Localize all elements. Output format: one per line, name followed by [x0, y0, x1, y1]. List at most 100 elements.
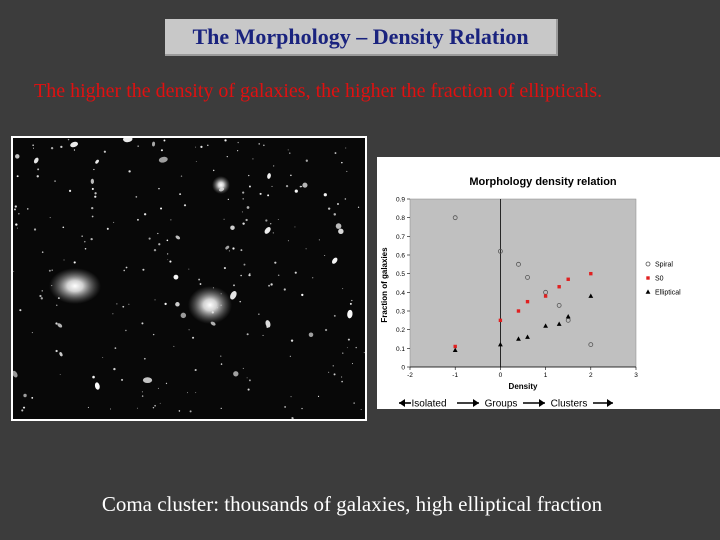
star: [194, 368, 197, 372]
star: [187, 392, 189, 394]
star: [195, 146, 197, 148]
star: [103, 150, 106, 153]
data-point-spiral: [498, 248, 503, 254]
star: [242, 198, 244, 200]
data-point-elliptical: [516, 336, 521, 341]
data-point-spiral: [516, 261, 521, 267]
star: [242, 367, 244, 369]
star: [36, 175, 39, 178]
star: [351, 299, 353, 302]
star: [63, 259, 65, 261]
star: [125, 329, 127, 332]
galaxy: [90, 178, 95, 184]
star: [179, 193, 182, 196]
star: [123, 269, 125, 272]
star: [241, 211, 243, 213]
star: [294, 271, 297, 274]
series-s0: [453, 271, 593, 349]
star: [13, 270, 15, 272]
legend-label-elliptical: Elliptical: [655, 290, 681, 297]
star: [230, 225, 235, 230]
galaxy: [225, 245, 230, 250]
star: [273, 165, 275, 167]
star: [342, 352, 344, 354]
star: [94, 192, 97, 195]
star: [290, 174, 292, 177]
star: [195, 392, 197, 394]
y-tick-label: 0.7: [396, 234, 405, 241]
star: [333, 213, 337, 216]
star: [113, 367, 116, 371]
star: [338, 228, 344, 235]
star: [317, 395, 320, 397]
star: [59, 373, 61, 375]
star: [18, 213, 20, 215]
galaxy: [33, 157, 39, 164]
star: [240, 274, 242, 277]
star: [114, 347, 117, 350]
y-tick-label: 0.5: [396, 271, 405, 278]
star: [336, 203, 339, 206]
star: [160, 207, 163, 210]
chart-title: Morphology density relation: [469, 176, 617, 188]
star: [141, 391, 144, 393]
star: [233, 371, 239, 377]
data-point-elliptical: [588, 293, 594, 298]
star: [48, 269, 51, 272]
star: [87, 406, 89, 409]
star: [302, 182, 308, 188]
star: [347, 338, 350, 341]
x-tick-label: 3: [634, 372, 638, 379]
star: [248, 185, 251, 188]
data-point-elliptical: [556, 321, 562, 326]
star: [270, 283, 273, 286]
slide-subtitle: The higher the density of galaxies, the …: [34, 80, 603, 102]
arrow-isolated-groups-head: [473, 399, 479, 407]
star: [247, 388, 250, 391]
star: [301, 407, 303, 410]
galaxy: [59, 352, 63, 357]
star: [165, 382, 168, 385]
x-ticks: -2 -1 0 1 2 3: [407, 367, 638, 379]
axes: [410, 199, 636, 368]
arrow-groups-clusters-head: [539, 399, 545, 407]
star: [258, 143, 260, 145]
data-marks: [452, 215, 594, 352]
star: [240, 249, 243, 252]
star: [14, 208, 16, 211]
star: [109, 408, 111, 410]
star: [50, 146, 54, 150]
galaxy: [95, 159, 99, 164]
star: [116, 303, 118, 305]
star: [62, 226, 65, 229]
star: [267, 194, 270, 197]
star: [270, 223, 272, 225]
star: [195, 161, 197, 163]
star: [344, 198, 347, 200]
star: [283, 288, 286, 291]
star: [84, 247, 87, 250]
star: [106, 227, 109, 230]
star: [284, 406, 287, 408]
legend-marker-elliptical: [645, 289, 651, 294]
star: [51, 269, 53, 271]
star: [351, 363, 354, 365]
star: [223, 218, 225, 220]
star: [32, 147, 35, 149]
star: [212, 169, 215, 172]
data-point-s0: [453, 344, 457, 349]
star: [152, 406, 155, 409]
galaxy: [94, 382, 100, 390]
star: [23, 393, 27, 398]
star: [220, 363, 223, 365]
star: [112, 313, 114, 315]
star: [81, 235, 83, 237]
giant-galaxy-ngc4889: [49, 268, 101, 304]
star: [143, 357, 146, 360]
star: [91, 206, 94, 210]
foreground-star: [212, 176, 230, 194]
star: [167, 259, 169, 261]
star: [258, 313, 260, 315]
star: [158, 187, 160, 190]
star: [169, 260, 172, 263]
